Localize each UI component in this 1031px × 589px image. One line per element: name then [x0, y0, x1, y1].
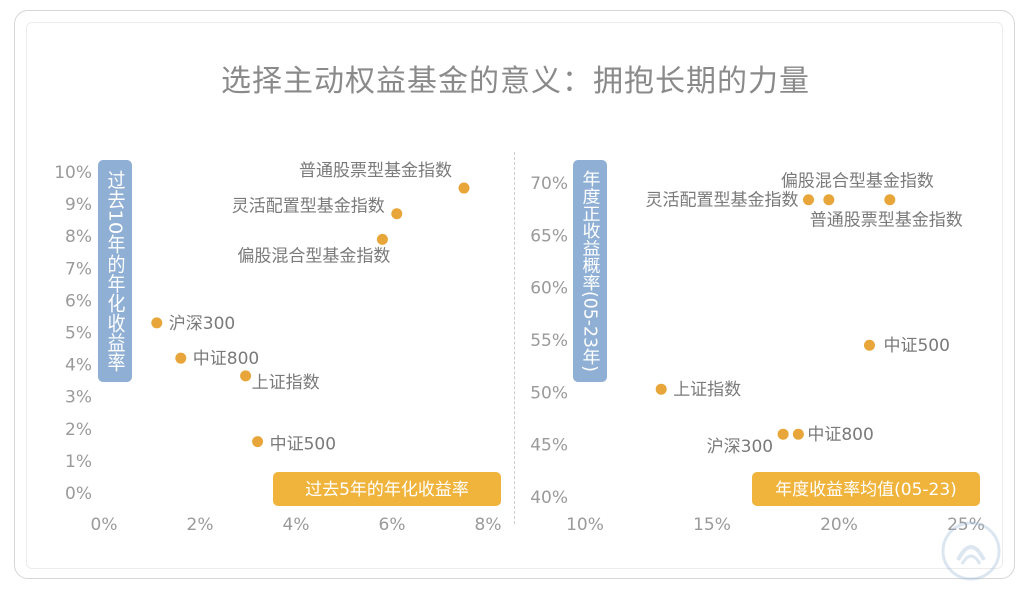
- watermark-logo-icon: [941, 521, 1001, 581]
- y-tick-label: 65%: [530, 226, 568, 246]
- point-label: 中证500: [270, 435, 336, 455]
- data-point: [803, 194, 815, 206]
- data-point: [655, 383, 667, 395]
- y-tick-label: 70%: [530, 174, 568, 194]
- x-tick-label: 8%: [475, 515, 502, 535]
- data-point: [252, 436, 264, 448]
- x-axis-label-box: [273, 472, 501, 506]
- y-tick-label: 10%: [54, 163, 92, 183]
- point-label: 灵活配置型基金指数: [232, 197, 385, 217]
- x-axis-label-box: [752, 472, 980, 506]
- x-tick-label: 25%: [947, 515, 985, 535]
- data-point: [792, 428, 804, 440]
- point-label: 沪深300: [169, 314, 235, 334]
- y-axis-label: 过去10年的年化收益率: [105, 170, 126, 372]
- point-label: 上证指数: [673, 380, 741, 400]
- data-point: [391, 208, 403, 220]
- x-tick-label: 20%: [820, 515, 858, 535]
- data-point: [376, 233, 388, 245]
- x-tick-label: 2%: [187, 515, 214, 535]
- y-tick-label: 1%: [65, 452, 92, 472]
- y-tick-label: 6%: [65, 291, 92, 311]
- y-tick-label: 9%: [65, 195, 92, 215]
- point-label: 上证指数: [252, 373, 320, 393]
- point-label: 沪深300: [707, 437, 773, 457]
- point-label: 中证800: [807, 425, 873, 445]
- point-label: 普通股票型基金指数: [810, 211, 963, 231]
- data-point: [240, 370, 252, 382]
- data-point: [884, 194, 896, 206]
- data-point: [777, 428, 789, 440]
- y-tick-label: 60%: [530, 279, 568, 299]
- x-axis-label: 年度收益率均值(05-23): [775, 480, 957, 500]
- y-tick-label: 55%: [530, 331, 568, 351]
- y-axis-label-box: [98, 160, 132, 382]
- x-tick-label: 6%: [379, 515, 406, 535]
- y-tick-label: 4%: [65, 356, 92, 376]
- y-tick-label: 5%: [65, 324, 92, 344]
- y-axis-label-box: [573, 160, 607, 382]
- page-title: 选择主动权益基金的意义：拥抱长期的力量: [221, 64, 810, 99]
- y-tick-label: 8%: [65, 227, 92, 247]
- point-label: 偏股混合型基金指数: [781, 172, 934, 192]
- chart-divider: [514, 152, 515, 524]
- point-label: 普通股票型基金指数: [299, 161, 452, 181]
- point-label: 灵活配置型基金指数: [646, 191, 799, 211]
- y-tick-label: 40%: [530, 488, 568, 508]
- y-axis-label: 年度正收益概率(05-23年): [580, 170, 601, 372]
- y-tick-label: 2%: [65, 420, 92, 440]
- x-axis-label: 过去5年的年化收益率: [305, 480, 469, 500]
- data-point: [458, 182, 470, 194]
- x-tick-label: 0%: [91, 515, 118, 535]
- y-tick-label: 0%: [65, 484, 92, 504]
- point-label: 中证800: [193, 349, 259, 369]
- point-label: 偏股混合型基金指数: [237, 246, 390, 266]
- inner-frame: [26, 22, 1003, 569]
- y-tick-label: 7%: [65, 259, 92, 279]
- point-label: 中证500: [883, 336, 949, 356]
- x-tick-label: 15%: [693, 515, 731, 535]
- x-tick-label: 4%: [283, 515, 310, 535]
- data-point: [175, 352, 187, 364]
- data-point: [823, 194, 835, 206]
- y-tick-label: 50%: [530, 383, 568, 403]
- data-point: [863, 339, 875, 351]
- data-point: [151, 317, 163, 329]
- y-tick-label: 3%: [65, 388, 92, 408]
- x-tick-label: 10%: [566, 515, 604, 535]
- y-tick-label: 45%: [530, 436, 568, 456]
